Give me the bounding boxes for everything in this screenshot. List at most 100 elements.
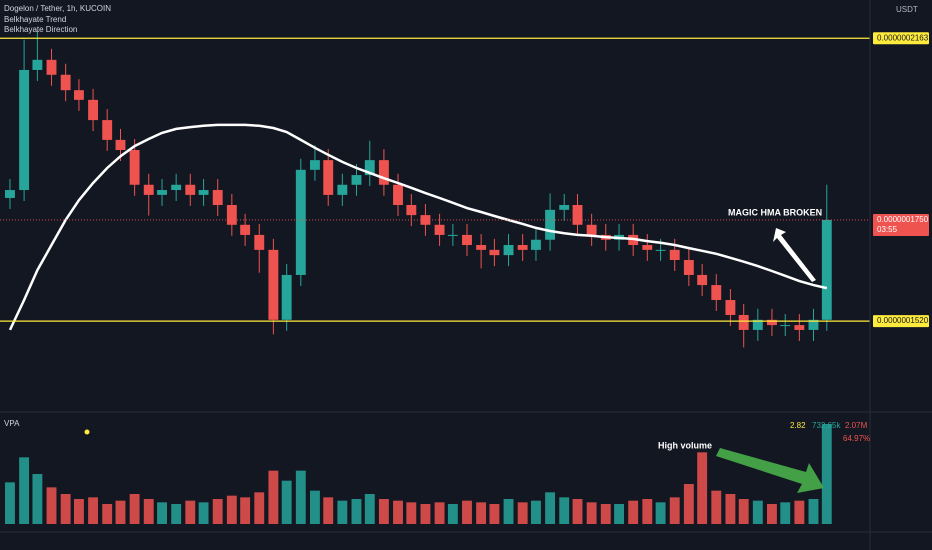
volume-bar bbox=[780, 502, 791, 524]
candle-body bbox=[738, 314, 749, 330]
volume-bar bbox=[115, 500, 126, 524]
volume-bar bbox=[517, 502, 528, 524]
volume-bar bbox=[19, 457, 30, 524]
candle-body bbox=[88, 99, 99, 121]
volume-bar bbox=[752, 500, 763, 524]
volume-bar bbox=[614, 504, 624, 524]
candle-body bbox=[295, 169, 306, 275]
candle-body bbox=[378, 160, 389, 185]
volume-bar bbox=[531, 500, 541, 524]
candle-body bbox=[642, 245, 653, 250]
volume-bar bbox=[794, 500, 805, 524]
readout: 732.65k bbox=[812, 421, 841, 430]
volume-bar bbox=[489, 504, 500, 524]
annotation-arrow bbox=[716, 448, 824, 493]
candle-body bbox=[406, 205, 417, 216]
indicator-name: Belkhayate Direction bbox=[4, 25, 77, 34]
volume-bar bbox=[725, 494, 736, 524]
axes: 0.0000002163 0.0000001520 0.000000175003:5… bbox=[873, 32, 929, 328]
annotation: MAGIC HMA BROKEN bbox=[728, 207, 822, 217]
volume-bar bbox=[434, 502, 445, 524]
candle-body bbox=[73, 90, 84, 100]
candle-body bbox=[46, 59, 57, 75]
candle-body bbox=[517, 245, 528, 250]
volume-bar bbox=[198, 502, 209, 524]
candle-body bbox=[559, 205, 570, 210]
volume-bar bbox=[295, 470, 306, 524]
candle-body bbox=[309, 160, 320, 170]
candle-body bbox=[503, 245, 514, 256]
candle-body bbox=[545, 209, 556, 240]
volume-bar bbox=[559, 497, 570, 524]
volume-bar bbox=[586, 502, 597, 524]
readout: 64.97% bbox=[843, 434, 870, 443]
candle-body bbox=[268, 249, 279, 320]
candle-body bbox=[462, 234, 472, 246]
volume-bar bbox=[476, 502, 487, 524]
candle-body bbox=[171, 184, 182, 191]
volume-bar bbox=[337, 500, 348, 524]
volume-bar bbox=[171, 504, 182, 524]
volume-bar bbox=[462, 500, 472, 524]
candle-body bbox=[697, 274, 708, 286]
volume-bar bbox=[545, 492, 556, 524]
candle-body bbox=[129, 150, 140, 185]
volume-bar bbox=[281, 480, 292, 524]
volume-bar bbox=[226, 495, 237, 524]
volume-bar bbox=[628, 500, 639, 524]
last-price-label: 0.0000001750 bbox=[877, 215, 929, 224]
candle-body bbox=[586, 224, 597, 235]
volume-bar bbox=[129, 494, 140, 524]
candle-body bbox=[655, 249, 666, 251]
volume-bar bbox=[5, 482, 15, 524]
candle-body bbox=[351, 175, 362, 185]
candle-body bbox=[254, 234, 265, 250]
candle-body bbox=[821, 219, 832, 320]
candle-body bbox=[281, 274, 292, 320]
candle-body bbox=[60, 74, 71, 91]
volume-bar bbox=[393, 500, 403, 524]
volume-bar bbox=[143, 499, 154, 524]
volume-bar bbox=[738, 499, 749, 524]
annotation: High volume bbox=[658, 440, 712, 450]
volume-bar bbox=[73, 499, 84, 524]
volume-bar bbox=[808, 499, 819, 524]
candle-body bbox=[19, 69, 30, 191]
volume-bar bbox=[572, 499, 583, 524]
volume-title: VPA bbox=[4, 419, 20, 428]
candle-body bbox=[157, 190, 167, 195]
hma-line bbox=[8, 123, 828, 331]
candle-body bbox=[476, 245, 487, 250]
volume-bar bbox=[683, 484, 694, 524]
volume-bar bbox=[32, 474, 43, 524]
indicator-name: Belkhayate Trend bbox=[4, 15, 66, 24]
candle-body bbox=[102, 120, 113, 140]
candle-body bbox=[669, 249, 680, 260]
candle-body bbox=[420, 215, 431, 225]
volume-bar bbox=[60, 494, 71, 524]
candle-body bbox=[323, 160, 334, 195]
candle-body bbox=[794, 325, 805, 330]
currency-label: USDT bbox=[896, 5, 918, 14]
candle-body bbox=[434, 224, 445, 235]
volume-bar bbox=[697, 452, 708, 524]
volume-bar bbox=[351, 499, 362, 524]
candle-body bbox=[752, 319, 763, 330]
candle-body bbox=[337, 184, 348, 195]
volume-bar bbox=[669, 497, 680, 524]
candle-body bbox=[32, 59, 43, 70]
level-label-bg bbox=[873, 32, 929, 45]
candle-body bbox=[198, 190, 209, 195]
candle-body bbox=[240, 224, 251, 235]
marks bbox=[0, 30, 870, 524]
volume-bar bbox=[767, 504, 777, 524]
candle-body bbox=[572, 205, 583, 225]
countdown: 03:55 bbox=[877, 225, 898, 234]
candle-body bbox=[447, 234, 458, 236]
annotation-arrow bbox=[773, 228, 816, 282]
volume-bar bbox=[254, 492, 265, 524]
candle-body bbox=[725, 300, 736, 315]
readout: 2.82 bbox=[790, 421, 806, 430]
candle-body bbox=[808, 319, 819, 330]
